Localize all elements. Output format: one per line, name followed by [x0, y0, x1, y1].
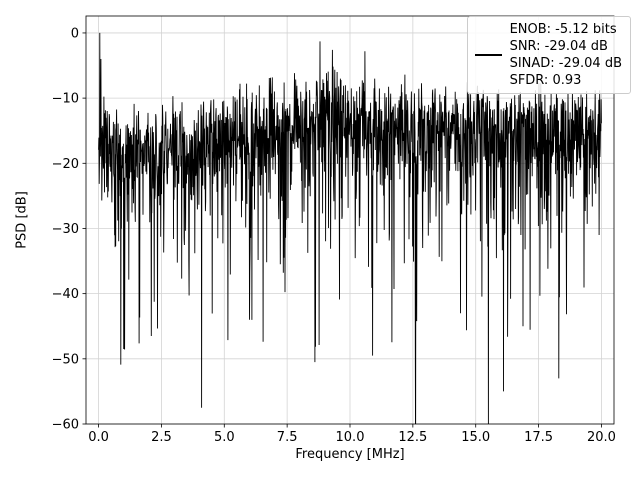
y-axis-label: PSD [dB]	[14, 191, 30, 249]
y-tick-label: −10	[52, 92, 79, 107]
legend-text-block: ENOB: -5.12 bits SNR: -29.04 dB SINAD: -…	[510, 21, 622, 89]
y-tick-label: −20	[52, 157, 79, 172]
x-tick-label: 7.5	[277, 430, 298, 445]
y-tick-label: −50	[52, 352, 79, 367]
y-tick-label: 0	[71, 26, 79, 41]
x-tick-label: 2.5	[151, 430, 172, 445]
y-tick-label: −60	[52, 418, 79, 433]
x-tick-label: 10.0	[336, 430, 365, 445]
x-tick-label: 20.0	[587, 430, 616, 445]
x-axis-label: Frequency [MHz]	[295, 447, 405, 462]
legend-line-sample	[474, 54, 502, 56]
legend-entry-sinad: SINAD: -29.04 dB	[509, 56, 622, 71]
x-tick-label: 17.5	[524, 430, 553, 445]
legend-entry-enob: ENOB: -5.12 bits	[509, 22, 617, 37]
y-tick-label: −30	[52, 222, 79, 237]
legend-entry-sfdr: SFDR: 0.93	[509, 73, 582, 88]
x-tick-label: 12.5	[398, 430, 427, 445]
x-tick-label: 0.0	[88, 430, 109, 445]
x-tick-label: 15.0	[461, 430, 490, 445]
legend: ENOB: -5.12 bits SNR: -29.04 dB SINAD: -…	[466, 16, 631, 94]
psd-trace	[98, 32, 602, 424]
x-tick-label: 5.0	[214, 430, 235, 445]
legend-entry-snr: SNR: -29.04 dB	[509, 39, 608, 54]
y-tick-label: −40	[52, 287, 79, 302]
